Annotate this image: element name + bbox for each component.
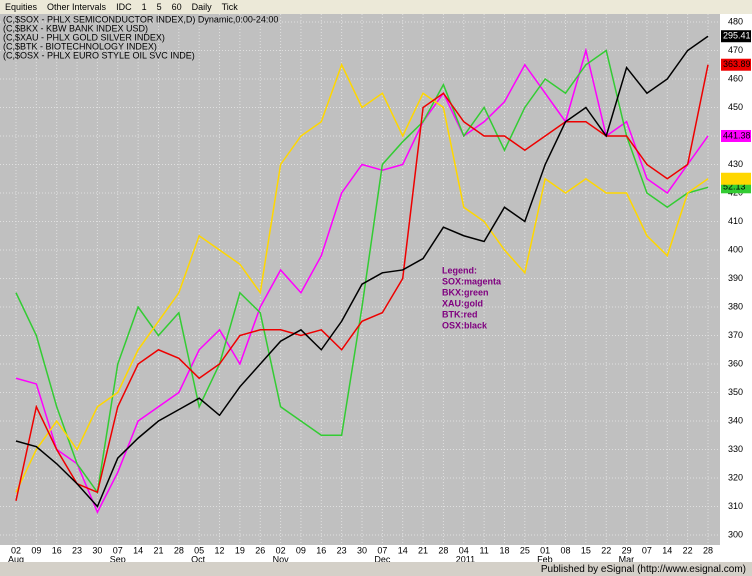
header-line: (C,$BTK - BIOTECHNOLOGY INDEX) xyxy=(3,41,157,51)
x-tick-label: 01 xyxy=(540,545,550,555)
series-line xyxy=(15,62,709,493)
y-tick-label: 330 xyxy=(728,444,743,454)
footer: Published by eSignal (http://www.esignal… xyxy=(540,564,746,575)
toolbar-item[interactable]: Other Intervals xyxy=(47,2,107,12)
x-tick-label: 25 xyxy=(520,545,530,555)
x-tick-label: 04 xyxy=(459,545,469,555)
month-label: Mar xyxy=(619,554,635,562)
last-value-label: 363.89 xyxy=(723,59,751,69)
x-tick-label: 07 xyxy=(113,545,123,555)
x-tick-label: 30 xyxy=(357,545,367,555)
legend-note: Legend: xyxy=(442,265,477,275)
legend-note: BTK:red xyxy=(442,309,478,319)
toolbar-item[interactable]: IDC xyxy=(116,2,132,12)
x-tick-label: 21 xyxy=(153,545,163,555)
x-tick-label: 05 xyxy=(194,545,204,555)
x-tick-label: 30 xyxy=(92,545,102,555)
month-label: Dec xyxy=(374,554,391,562)
x-tick-label: 26 xyxy=(255,545,265,555)
y-tick-label: 300 xyxy=(728,529,743,539)
x-tick-label: 22 xyxy=(683,545,693,555)
month-label: Sep xyxy=(110,554,126,562)
header-line: (C,$OSX - PHLX EURO STYLE OIL SVC INDE) xyxy=(3,50,195,60)
x-tick-label: 18 xyxy=(499,545,509,555)
month-label: 2011 xyxy=(456,554,475,562)
x-tick-label: 14 xyxy=(662,545,672,555)
toolbar-item[interactable]: Equities xyxy=(5,2,38,12)
y-tick-label: 320 xyxy=(728,472,743,482)
series-line xyxy=(15,64,709,501)
legend-note: BKX:green xyxy=(442,287,489,297)
y-tick-label: 350 xyxy=(728,387,743,397)
header-line: (C,$XAU - PHLX GOLD SILVER INDEX) xyxy=(3,32,165,42)
last-value-box xyxy=(721,58,751,71)
x-tick-label: 28 xyxy=(438,545,448,555)
axis-bg xyxy=(720,14,752,562)
x-tick-label: 28 xyxy=(174,545,184,555)
x-tick-label: 28 xyxy=(703,545,713,555)
legend-note: XAU:gold xyxy=(442,298,483,308)
series-line xyxy=(15,49,709,495)
x-tick-label: 07 xyxy=(642,545,652,555)
last-value-box xyxy=(721,172,751,185)
y-tick-label: 460 xyxy=(728,73,743,83)
month-label: Nov xyxy=(273,554,290,562)
x-tick-label: 23 xyxy=(337,545,347,555)
last-value-label: 52.13 xyxy=(723,182,746,192)
toolbar-item[interactable]: 5 xyxy=(156,2,162,12)
x-tick-label: 14 xyxy=(398,545,408,555)
y-tick-label: 430 xyxy=(728,159,743,169)
y-tick-label: 370 xyxy=(728,330,743,340)
y-tick-label: 450 xyxy=(728,102,743,112)
x-tick-label: 21 xyxy=(418,545,428,555)
x-tick-label: 02 xyxy=(11,545,21,555)
last-value-label: 295.41 xyxy=(723,31,751,41)
x-tick-label: 19 xyxy=(235,545,245,555)
chart: 3003103203303403503603703803904004104204… xyxy=(0,14,752,562)
last-value-box xyxy=(721,30,751,43)
series-line xyxy=(15,35,709,508)
month-label: Feb xyxy=(537,554,553,562)
legend-note: OSX:black xyxy=(442,320,488,330)
toolbar: Equities Other Intervals IDC 1 5 60 Daily Tick xyxy=(0,0,752,14)
last-value-label: 441.38 xyxy=(723,130,751,140)
y-tick-label: 360 xyxy=(728,358,743,368)
header-line: (C,$BKX - KBW BANK INDEX USD) xyxy=(3,23,148,33)
y-tick-label: 310 xyxy=(728,501,743,511)
toolbar-item[interactable]: Daily xyxy=(191,2,212,12)
header-line: (C,$SOX - PHLX SEMICONDUCTOR INDEX,D) Dy… xyxy=(3,14,278,24)
y-tick-label: 400 xyxy=(728,244,743,254)
toolbar-item[interactable]: 60 xyxy=(171,2,182,12)
toolbar-item[interactable]: Tick xyxy=(221,2,238,12)
x-tick-label: 16 xyxy=(316,545,326,555)
toolbar-item[interactable]: 1 xyxy=(141,2,147,12)
xaxis-bg xyxy=(0,545,752,562)
x-tick-label: 22 xyxy=(601,545,611,555)
x-tick-label: 08 xyxy=(561,545,571,555)
x-tick-label: 07 xyxy=(377,545,387,555)
x-tick-label: 15 xyxy=(581,545,591,555)
x-tick-label: 09 xyxy=(31,545,41,555)
x-tick-label: 12 xyxy=(215,545,225,555)
last-value-box xyxy=(721,129,751,142)
month-label: Aug xyxy=(8,554,24,562)
plot-bg xyxy=(0,14,720,545)
x-tick-label: 16 xyxy=(52,545,62,555)
legend-note: SOX:magenta xyxy=(442,276,502,286)
y-tick-label: 480 xyxy=(728,16,743,26)
y-tick-label: 410 xyxy=(728,216,743,226)
y-tick-label: 380 xyxy=(728,301,743,311)
series-line xyxy=(15,47,709,515)
x-tick-label: 02 xyxy=(276,545,286,555)
x-tick-label: 11 xyxy=(479,545,488,555)
x-tick-label: 14 xyxy=(133,545,143,555)
y-tick-label: 390 xyxy=(728,273,743,283)
month-label: Oct xyxy=(191,554,206,562)
x-tick-label: 29 xyxy=(622,545,632,555)
y-tick-label: 470 xyxy=(728,45,743,55)
x-tick-label: 23 xyxy=(72,545,82,555)
y-tick-label: 340 xyxy=(728,415,743,425)
x-tick-label: 09 xyxy=(296,545,306,555)
